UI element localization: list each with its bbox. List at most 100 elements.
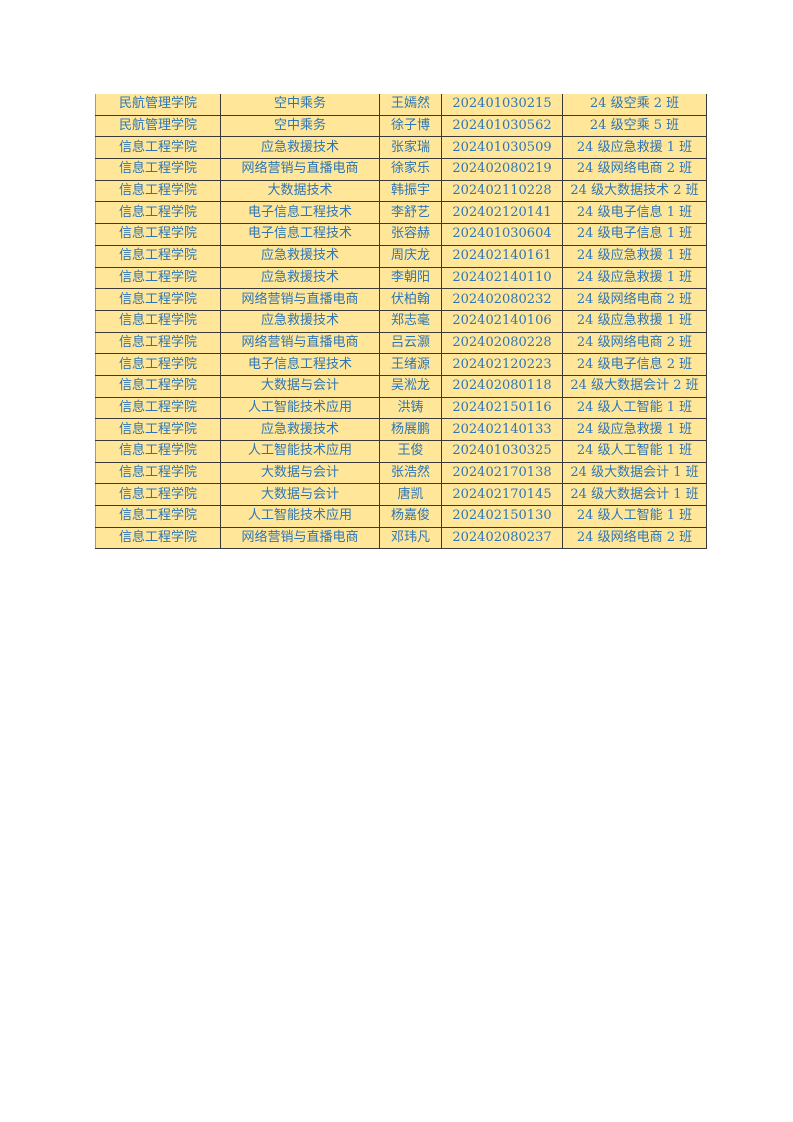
- major-cell: 网络营销与直播电商: [220, 158, 380, 181]
- name-cell: 张浩然: [379, 461, 442, 485]
- class-cell: 24 级电子信息 1 班: [562, 223, 707, 246]
- student-id-cell: 202402150130: [441, 505, 563, 528]
- college-cell: 信息工程学院: [95, 483, 221, 507]
- table-row: 信息工程学院 电子信息工程技术 李舒艺 202402120141 24 级电子信息 1 …: [95, 201, 707, 225]
- major-cell: 网络营销与直播电商: [220, 288, 380, 311]
- college-cell: 信息工程学院: [95, 331, 221, 355]
- student-id-cell: 202401030562: [441, 114, 563, 138]
- name-cell: 王绪源: [379, 353, 442, 376]
- table-row: 信息工程学院 大数据与会计 吴淞龙 202402080118 24 级大数据会计 2 班: [95, 374, 707, 398]
- major-cell: 人工智能技术应用: [220, 396, 380, 420]
- table-row: 信息工程学院 网络营销与直播电商 徐家乐 202402080219 24 级网络电商 2…: [95, 158, 707, 181]
- table-row: 民航管理学院 空中乘务 徐子博 202401030562 24 级空乘 5 班: [95, 114, 707, 138]
- class-cell: 24 级应急救援 1 班: [562, 418, 707, 441]
- name-cell: 郑志毫: [379, 309, 442, 333]
- table-row: 信息工程学院 大数据与会计 唐凯 202402170145 24 级大数据会计 1 班: [95, 483, 707, 507]
- name-cell: 唐凯: [379, 483, 442, 507]
- class-cell: 24 级应急救援 1 班: [562, 136, 707, 160]
- student-id-cell: 202402140133: [441, 418, 563, 441]
- table-row: 信息工程学院 应急救援技术 李朝阳 202402140110 24 级应急救援 1 班: [95, 266, 707, 290]
- name-cell: 韩振宇: [379, 179, 442, 203]
- major-cell: 应急救援技术: [220, 309, 380, 333]
- college-cell: 信息工程学院: [95, 374, 221, 398]
- class-cell: 24 级应急救援 1 班: [562, 309, 707, 333]
- college-cell: 信息工程学院: [95, 440, 221, 463]
- class-cell: 24 级大数据会计 1 班: [562, 483, 707, 507]
- name-cell: 张容赫: [379, 223, 442, 246]
- class-cell: 24 级应急救援 1 班: [562, 244, 707, 268]
- college-cell: 信息工程学院: [95, 526, 221, 550]
- table-row: 信息工程学院 网络营销与直播电商 吕云灏 202402080228 24 级网络电商 2…: [95, 331, 707, 355]
- college-cell: 信息工程学院: [95, 505, 221, 528]
- class-cell: 24 级网络电商 2 班: [562, 331, 707, 355]
- student-id-cell: 202402120141: [441, 201, 563, 225]
- college-cell: 信息工程学院: [95, 201, 221, 225]
- major-cell: 电子信息工程技术: [220, 201, 380, 225]
- table-row: 信息工程学院 网络营销与直播电商 邓玮凡 202402080237 24 级网络电商 2…: [95, 526, 707, 550]
- college-cell: 民航管理学院: [95, 114, 221, 138]
- student-id-cell: 202402080232: [441, 288, 563, 311]
- student-id-cell: 202402110228: [441, 179, 563, 203]
- table-row: 信息工程学院 应急救援技术 周庆龙 202402140161 24 级应急救援 1 班: [95, 244, 707, 268]
- student-id-cell: 202401030604: [441, 223, 563, 246]
- class-cell: 24 级应急救援 1 班: [562, 266, 707, 290]
- name-cell: 伏柏翰: [379, 288, 442, 311]
- major-cell: 电子信息工程技术: [220, 223, 380, 246]
- table-row: 信息工程学院 网络营销与直播电商 伏柏翰 202402080232 24 级网络电商 2…: [95, 288, 707, 311]
- major-cell: 应急救援技术: [220, 418, 380, 441]
- name-cell: 李舒艺: [379, 201, 442, 225]
- major-cell: 大数据与会计: [220, 483, 380, 507]
- student-id-cell: 202402080118: [441, 374, 563, 398]
- college-cell: 信息工程学院: [95, 309, 221, 333]
- name-cell: 周庆龙: [379, 244, 442, 268]
- student-id-cell: 202401030509: [441, 136, 563, 160]
- major-cell: 大数据与会计: [220, 374, 380, 398]
- major-cell: 人工智能技术应用: [220, 440, 380, 463]
- college-cell: 信息工程学院: [95, 266, 221, 290]
- name-cell: 吕云灏: [379, 331, 442, 355]
- class-cell: 24 级大数据会计 2 班: [562, 374, 707, 398]
- student-id-cell: 202402080237: [441, 526, 563, 550]
- student-id-cell: 202402080228: [441, 331, 563, 355]
- major-cell: 空中乘务: [220, 114, 380, 138]
- major-cell: 电子信息工程技术: [220, 353, 380, 376]
- student-id-cell: 202401030215: [441, 94, 563, 116]
- student-id-cell: 202402150116: [441, 396, 563, 420]
- student-id-cell: 202402140106: [441, 309, 563, 333]
- major-cell: 大数据技术: [220, 179, 380, 203]
- name-cell: 徐家乐: [379, 158, 442, 181]
- name-cell: 吴淞龙: [379, 374, 442, 398]
- table-row: 信息工程学院 应急救援技术 张家瑞 202401030509 24 级应急救援 1 班: [95, 136, 707, 160]
- student-id-cell: 202402120223: [441, 353, 563, 376]
- student-id-cell: 202402140110: [441, 266, 563, 290]
- name-cell: 邓玮凡: [379, 526, 442, 550]
- name-cell: 王俊: [379, 440, 442, 463]
- student-table: 民航管理学院 空中乘务 王嫣然 202401030215 24 级空乘 2 班民航管理学…: [95, 94, 707, 550]
- college-cell: 信息工程学院: [95, 223, 221, 246]
- class-cell: 24 级人工智能 1 班: [562, 440, 707, 463]
- table-row: 信息工程学院 人工智能技术应用 洪铸 202402150116 24 级人工智能 1 班: [95, 396, 707, 420]
- class-cell: 24 级网络电商 2 班: [562, 158, 707, 181]
- table-row: 信息工程学院 电子信息工程技术 张容赫 202401030604 24 级电子信息 1 …: [95, 223, 707, 246]
- table-row: 信息工程学院 大数据与会计 张浩然 202402170138 24 级大数据会计 1 班: [95, 461, 707, 485]
- table-row: 信息工程学院 应急救援技术 杨展鹏 202402140133 24 级应急救援 1 班: [95, 418, 707, 441]
- major-cell: 应急救援技术: [220, 136, 380, 160]
- name-cell: 徐子博: [379, 114, 442, 138]
- table-row: 信息工程学院 大数据技术 韩振宇 202402110228 24 级大数据技术 2 班: [95, 179, 707, 203]
- major-cell: 网络营销与直播电商: [220, 331, 380, 355]
- student-id-cell: 202402140161: [441, 244, 563, 268]
- name-cell: 王嫣然: [379, 94, 442, 116]
- name-cell: 杨展鹏: [379, 418, 442, 441]
- name-cell: 杨嘉俊: [379, 505, 442, 528]
- class-cell: 24 级电子信息 1 班: [562, 201, 707, 225]
- name-cell: 洪铸: [379, 396, 442, 420]
- major-cell: 大数据与会计: [220, 461, 380, 485]
- table-row: 信息工程学院 人工智能技术应用 杨嘉俊 202402150130 24 级人工智能 1 …: [95, 505, 707, 528]
- college-cell: 信息工程学院: [95, 158, 221, 181]
- student-id-cell: 202401030325: [441, 440, 563, 463]
- student-id-cell: 202402080219: [441, 158, 563, 181]
- college-cell: 信息工程学院: [95, 396, 221, 420]
- class-cell: 24 级网络电商 2 班: [562, 526, 707, 550]
- student-id-cell: 202402170138: [441, 461, 563, 485]
- class-cell: 24 级人工智能 1 班: [562, 396, 707, 420]
